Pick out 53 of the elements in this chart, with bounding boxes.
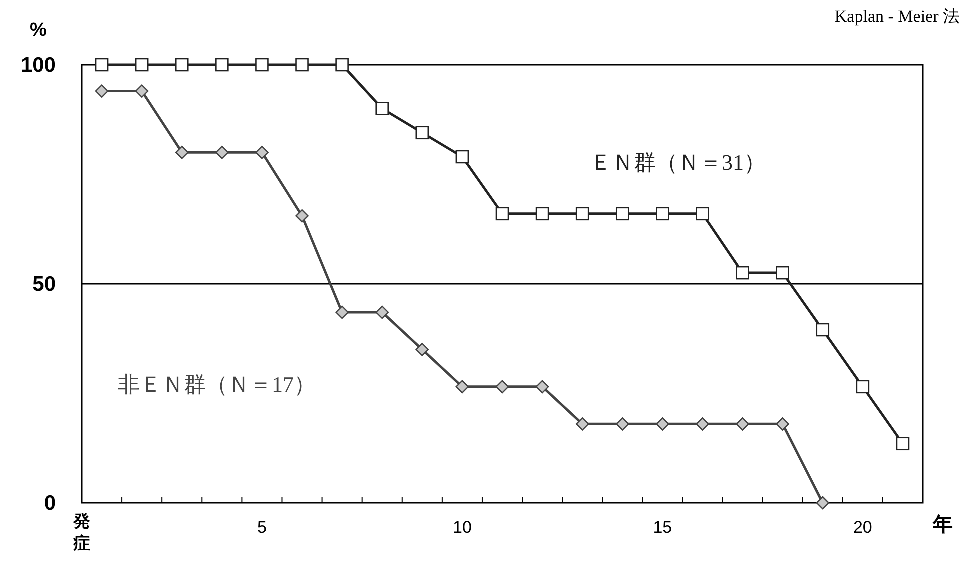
point <box>576 418 590 431</box>
point <box>256 146 269 160</box>
point <box>376 102 390 116</box>
point <box>256 58 269 72</box>
point <box>736 418 750 431</box>
y-axis-title: % <box>30 20 47 41</box>
point <box>175 58 189 72</box>
point <box>576 207 590 221</box>
point <box>336 58 349 72</box>
point <box>175 146 189 160</box>
x-tick-label: 20 <box>853 518 872 537</box>
point <box>216 146 229 160</box>
point <box>216 58 229 72</box>
point <box>336 306 349 320</box>
point <box>656 207 670 221</box>
point <box>696 207 710 221</box>
x-tick-label: 5 <box>257 518 267 537</box>
x-tick-label: 発症 <box>72 512 90 553</box>
point <box>416 126 430 140</box>
point <box>456 150 470 164</box>
point <box>776 418 790 431</box>
point <box>496 380 510 394</box>
y-tick-label: 0 <box>44 492 56 515</box>
y-tick-label: 100 <box>20 54 56 77</box>
point <box>616 418 630 431</box>
point <box>816 323 830 337</box>
point <box>536 380 550 394</box>
x-tick-label: 15 <box>653 518 672 537</box>
point <box>536 207 550 221</box>
point <box>616 207 630 221</box>
point <box>776 266 790 280</box>
y-tick-label: 50 <box>32 273 56 296</box>
point <box>696 418 710 431</box>
point <box>135 58 149 72</box>
point <box>856 380 870 394</box>
point <box>736 266 750 280</box>
point <box>296 58 309 72</box>
x-axis-title: 年 <box>932 514 953 536</box>
point <box>656 418 670 431</box>
point <box>896 437 910 451</box>
text: Kaplan - Meier 法 <box>834 7 960 26</box>
point <box>416 343 430 356</box>
point <box>296 209 309 223</box>
series-label: ＥＮ群（Ｎ＝31） <box>590 150 766 175</box>
point <box>816 496 830 510</box>
point <box>95 58 109 72</box>
point <box>95 84 109 98</box>
point <box>496 207 510 221</box>
point <box>456 380 470 394</box>
text: 非ＥＮ群（Ｎ＝17） <box>118 372 316 397</box>
point <box>376 306 390 320</box>
point <box>135 84 149 98</box>
x-tick-label: 10 <box>452 518 472 537</box>
